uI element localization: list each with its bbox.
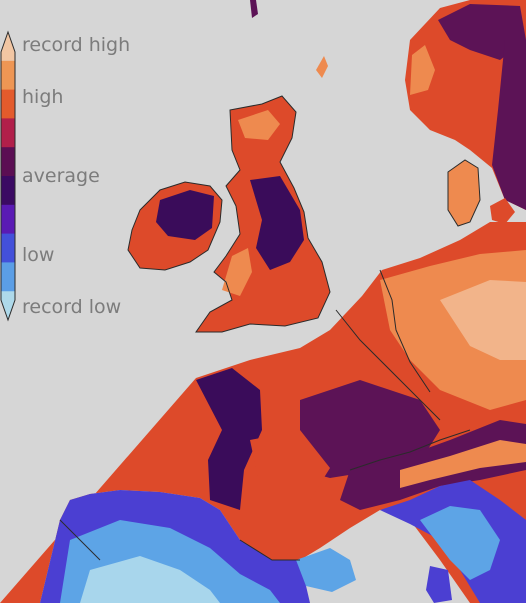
legend-label-average: average: [22, 165, 100, 187]
legend-bin-record-high-cap: [1, 32, 15, 61]
legend-bin-low: [1, 262, 15, 292]
legend-bin-cool: [1, 233, 15, 263]
legend-colorbar: [0, 30, 16, 322]
denmark-region: [250, 0, 515, 226]
ireland-region: [128, 182, 222, 270]
great-britain-region: [196, 96, 330, 332]
iberia-region: [40, 490, 356, 603]
legend-bin-above-average: [1, 147, 15, 177]
legend-label-low: low: [22, 244, 55, 266]
legend-label-high: high: [22, 86, 64, 108]
legend-bin-warm: [1, 118, 15, 148]
alps-region: [340, 420, 526, 510]
legend-bin-below-average: [1, 204, 15, 235]
scandinavia-region: [405, 0, 526, 210]
legend-bin-high: [1, 89, 15, 119]
legend-bin-very-high: [1, 60, 15, 91]
legend-label-record-high: record high: [22, 34, 131, 56]
italy-region: [380, 480, 526, 603]
legend-bin-record-low-cap: [1, 291, 15, 320]
legend-bin-average: [1, 176, 15, 206]
legend-label-record-low: record low: [22, 296, 122, 318]
border-lines: [59, 95, 481, 561]
